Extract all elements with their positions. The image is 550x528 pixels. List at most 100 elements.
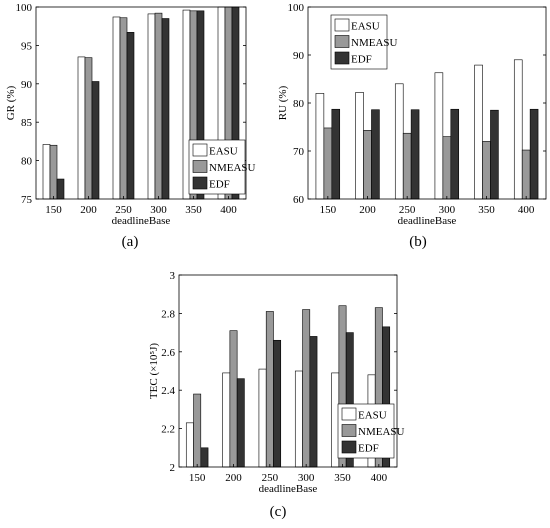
bar-nmeasu-250 xyxy=(402,132,412,200)
bar-edf-250 xyxy=(410,109,420,200)
bar-nmeasu-200 xyxy=(363,130,372,200)
bar-nmeasu-200 xyxy=(84,57,93,200)
bar-edf-150 xyxy=(56,178,65,200)
legend-label-easu: EASU xyxy=(351,21,380,33)
x-tick-label: 400 xyxy=(371,472,388,484)
legend-swatch-edf xyxy=(334,51,350,65)
y-tick-label: 75 xyxy=(21,194,33,206)
bar-easu-150 xyxy=(185,422,194,468)
legend-swatch-nmeasu xyxy=(334,35,350,48)
y-axis-label: GR (%) xyxy=(5,85,17,120)
bar-edf-350 xyxy=(490,109,499,200)
x-tick-label: 300 xyxy=(150,204,167,216)
bar-edf-150 xyxy=(200,447,209,468)
y-tick-label: 70 xyxy=(293,146,305,158)
bar-easu-250 xyxy=(112,16,121,200)
figure-caption: (a) xyxy=(122,234,139,250)
bar-edf-300 xyxy=(161,18,170,200)
bar-easu-350 xyxy=(474,64,483,200)
x-tick-label: 300 xyxy=(439,204,456,216)
figure-caption: (c) xyxy=(270,504,287,520)
chart-c: 2 2.2 2.4 2.6 2.8 3 150 200 250 300 350 400 deadline… xyxy=(148,270,405,520)
bar-nmeasu-150 xyxy=(49,144,58,200)
legend-label-nmeasu: NMEASU xyxy=(209,162,256,174)
y-tick-label: 95 xyxy=(21,40,33,52)
y-tick-label: 2.8 xyxy=(161,308,175,320)
bar-edf-250 xyxy=(273,339,282,468)
x-axis-label: deadlineBase xyxy=(259,483,318,495)
bar-nmeasu-150 xyxy=(193,393,202,468)
x-tick-label: 250 xyxy=(115,204,132,216)
chart-b: 60 70 80 90 100 150 200 250 300 350 400 deadlineBas… xyxy=(277,2,547,250)
legend: EASU NMEASU EDF xyxy=(188,139,256,195)
x-tick-label: 350 xyxy=(478,204,495,216)
x-tick-label: 250 xyxy=(262,472,279,484)
legend-label-easu: EASU xyxy=(358,410,387,422)
y-tick-label: 80 xyxy=(21,156,33,168)
legend-swatch-nmeasu xyxy=(192,160,208,173)
bar-nmeasu-200 xyxy=(229,330,238,468)
x-tick-label: 250 xyxy=(399,204,416,216)
legend-label-edf: EDF xyxy=(358,443,379,455)
y-tick-label: 2.6 xyxy=(161,347,175,359)
plot-frame xyxy=(35,6,247,200)
legend-swatch-edf xyxy=(341,440,357,454)
bar-easu-250 xyxy=(258,368,267,468)
bar-easu-200 xyxy=(222,372,231,468)
bar-nmeasu-400 xyxy=(521,149,531,200)
y-tick-label: 100 xyxy=(288,2,305,14)
bar-easu-300 xyxy=(147,13,156,200)
y-tick-label: 2.2 xyxy=(161,424,175,436)
legend-label-edf: EDF xyxy=(209,179,230,191)
bar-easu-150 xyxy=(315,93,325,200)
legend-swatch-easu xyxy=(341,407,357,421)
y-tick-label: 100 xyxy=(16,2,33,14)
figure-caption: (b) xyxy=(409,234,427,250)
bar-edf-200 xyxy=(236,378,245,468)
legend-label-nmeasu: NMEASU xyxy=(351,37,398,49)
x-axis-label: deadlineBase xyxy=(398,215,457,227)
bar-edf-400 xyxy=(529,108,539,200)
bar-edf-200 xyxy=(371,109,380,200)
legend: EASU NMEASU EDF xyxy=(337,403,405,459)
x-tick-label: 300 xyxy=(298,472,315,484)
bar-nmeasu-350 xyxy=(482,141,491,200)
legend: EASU NMEASU EDF xyxy=(330,14,398,70)
bar-nmeasu-250 xyxy=(265,311,274,468)
y-tick-label: 80 xyxy=(293,98,305,110)
bar-nmeasu-300 xyxy=(442,136,452,200)
y-tick-label: 3 xyxy=(170,270,176,282)
bar-easu-250 xyxy=(394,83,404,200)
bar-nmeasu-300 xyxy=(302,309,311,468)
bar-easu-200 xyxy=(77,56,86,200)
legend-swatch-edf xyxy=(192,176,208,190)
x-tick-label: 150 xyxy=(320,204,337,216)
y-axis-label: TEC (×10⁵J) xyxy=(148,343,160,400)
x-tick-label: 350 xyxy=(185,204,202,216)
chart-a: 75 80 85 90 95 100 150 200 250 300 350 400 deadlineB… xyxy=(5,2,256,250)
bar-easu-200 xyxy=(355,92,364,200)
x-tick-label: 150 xyxy=(189,472,206,484)
x-tick-label: 200 xyxy=(225,472,242,484)
x-tick-label: 200 xyxy=(359,204,376,216)
bar-easu-300 xyxy=(434,72,444,200)
y-axis-label: RU (%) xyxy=(277,85,289,120)
bar-easu-400 xyxy=(513,59,523,200)
bar-edf-200 xyxy=(91,81,100,200)
bar-edf-250 xyxy=(126,32,135,200)
bar-edf-300 xyxy=(450,108,460,200)
x-tick-label: 400 xyxy=(518,204,535,216)
x-tick-label: 150 xyxy=(45,204,62,216)
x-tick-label: 200 xyxy=(80,204,97,216)
x-tick-label: 350 xyxy=(334,472,351,484)
legend-swatch-easu xyxy=(334,18,350,32)
bar-nmeasu-300 xyxy=(154,12,163,200)
bar-edf-300 xyxy=(309,336,318,468)
y-tick-label: 90 xyxy=(21,79,33,91)
x-axis-label: deadlineBase xyxy=(112,215,171,227)
legend-label-nmeasu: NMEASU xyxy=(358,426,405,438)
y-tick-label: 2 xyxy=(170,462,176,474)
x-tick-label: 400 xyxy=(220,204,237,216)
y-tick-label: 2.4 xyxy=(161,385,175,397)
